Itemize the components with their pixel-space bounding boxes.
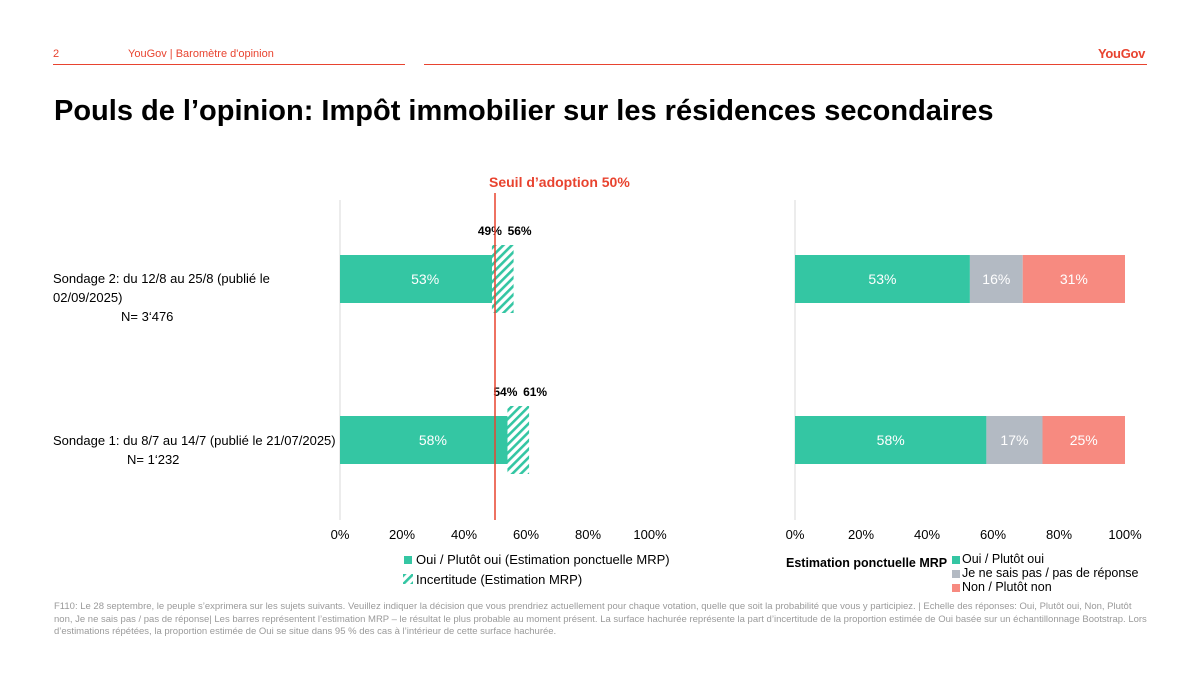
stacked-bar-data-label: 16% <box>982 271 1010 287</box>
header-rule-right <box>424 64 1147 65</box>
uncertainty-high-label: 56% <box>508 224 532 238</box>
right-tick-label: 0% <box>786 527 805 542</box>
stacked-bar-data-label: 53% <box>868 271 896 287</box>
left-tick-label: 0% <box>331 527 350 542</box>
right-tick-label: 60% <box>980 527 1006 542</box>
legend-label-oui-mrp: Oui / Plutôt oui (Estimation ponctuelle … <box>416 552 670 567</box>
stacked-bar-data-label: 25% <box>1070 432 1098 448</box>
legend-label-oui: Oui / Plutôt oui <box>962 552 1044 566</box>
left-tick-label: 20% <box>389 527 415 542</box>
stacked-bar-non <box>1042 416 1125 464</box>
stacked-bar-data-label: 31% <box>1060 271 1088 287</box>
uncertainty-low-label: 54% <box>493 385 517 399</box>
left-bar-oui-solid <box>340 255 492 303</box>
row-label-sondage-1: Sondage 1: du 8/7 au 14/7 (publié le 21/… <box>53 431 338 469</box>
charts-svg: 0% 20% 40% 60% 80% 100% 53% 49% 56% 58% 54% 61% 0% 2… <box>331 193 1142 542</box>
stacked-bar-neutre <box>969 255 1023 303</box>
row-label-line1: Sondage 1: du 8/7 au 14/7 (publié le 21/… <box>53 433 336 448</box>
row-label-line2: N= 1‘232 <box>127 452 180 467</box>
left-bar-oui-solid <box>340 416 508 464</box>
left-tick-label: 40% <box>451 527 477 542</box>
left-tick-label: 60% <box>513 527 539 542</box>
yougov-logo: YouGov <box>1098 46 1146 61</box>
stacked-bar-oui <box>795 255 970 303</box>
row-label-line2: N= 3‘476 <box>121 309 174 324</box>
left-tick-label: 100% <box>633 527 667 542</box>
stacked-bar-data-label: 58% <box>877 432 905 448</box>
right-tick-label: 80% <box>1046 527 1072 542</box>
page-number: 2 <box>53 48 60 60</box>
left-chart: 0% 20% 40% 60% 80% 100% 53% 49% 56% 58% 54% 61% <box>331 193 667 542</box>
legend-swatch-hatch <box>403 574 413 584</box>
row-label-sondage-2: Sondage 2: du 12/8 au 25/8 (publié le 02… <box>53 269 338 326</box>
right-tick-label: 20% <box>848 527 874 542</box>
uncertainty-low-label: 49% <box>478 224 502 238</box>
legend-swatch-oui <box>404 556 412 564</box>
legend-label-neutre: Je ne sais pas / pas de réponse <box>962 566 1139 580</box>
header-section: YouGov | Baromètre d'opinion <box>128 48 274 60</box>
stacked-bar-oui <box>795 416 987 464</box>
stacked-bar-non <box>1022 255 1125 303</box>
left-bar-data-label: 58% <box>419 432 447 448</box>
legend-swatch-oui-right <box>952 556 960 564</box>
left-uncertainty-band <box>491 245 514 313</box>
legend-title-mrp: Estimation ponctuelle MRP <box>786 556 948 570</box>
stacked-bar-data-label: 17% <box>1000 432 1028 448</box>
right-tick-label: 40% <box>914 527 940 542</box>
right-chart: 0% 20% 40% 60% 80% 100% 53% 16% 31% 58% 17% 25% <box>786 200 1142 542</box>
footnote: F110: Le 28 septembre, le peuple s’expri… <box>54 601 1147 637</box>
left-uncertainty-band <box>507 406 530 474</box>
legend-label-non: Non / Plutôt non <box>962 580 1052 594</box>
page-title: Pouls de l’opinion: Impôt immobilier sur… <box>54 95 994 127</box>
header-rule-left <box>53 64 405 65</box>
row-label-line1: Sondage 2: du 12/8 au 25/8 (publié le 02… <box>53 271 270 305</box>
legend-swatch-neutre <box>952 570 960 578</box>
uncertainty-high-label: 61% <box>523 385 547 399</box>
legend-label-uncertainty: Incertitude (Estimation MRP) <box>416 572 583 587</box>
left-tick-label: 80% <box>575 527 601 542</box>
left-bar-data-label: 53% <box>411 271 439 287</box>
stacked-bar-neutre <box>986 416 1043 464</box>
right-tick-label: 100% <box>1108 527 1142 542</box>
threshold-label: Seuil d’adoption 50% <box>489 174 630 190</box>
legend-swatch-non <box>952 584 960 592</box>
